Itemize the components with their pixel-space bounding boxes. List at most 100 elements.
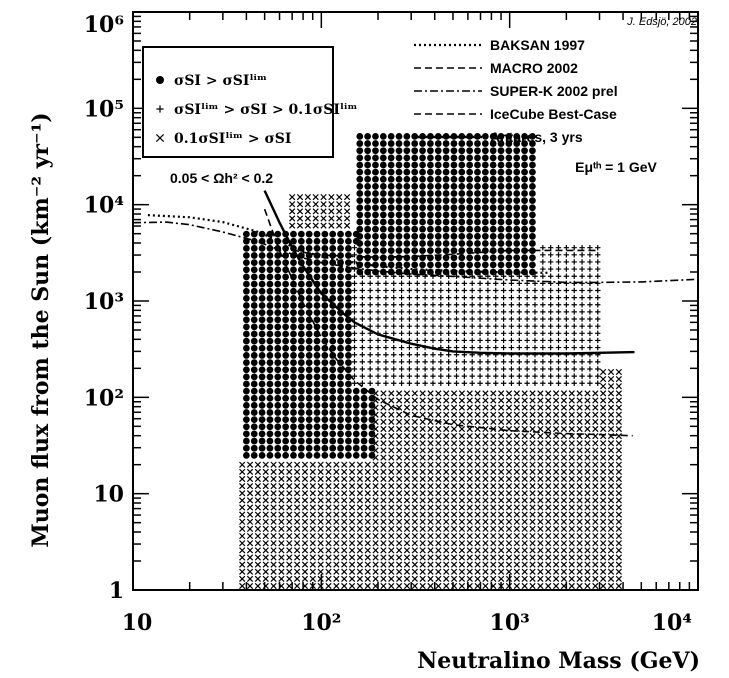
cross-point <box>490 532 497 540</box>
dot-point <box>474 261 481 269</box>
cross-point <box>466 511 473 518</box>
cross-point <box>328 222 335 229</box>
cross-point <box>343 222 351 229</box>
cross-point <box>505 561 513 568</box>
cross-point <box>333 540 340 547</box>
dot-point <box>450 168 458 176</box>
plus-point <box>430 380 436 386</box>
cross-point <box>458 397 466 404</box>
plus-point <box>398 273 405 279</box>
plus-point <box>351 294 358 301</box>
dot-point <box>427 225 434 233</box>
plus-point <box>540 252 546 258</box>
cross-point <box>513 418 520 426</box>
dot-point <box>243 266 250 274</box>
plus-point <box>383 287 389 294</box>
cross-point <box>396 532 403 540</box>
cross-point <box>568 447 575 454</box>
plus-point <box>477 344 483 351</box>
dot-point <box>458 211 466 219</box>
dot-point <box>474 147 481 155</box>
plus-point <box>532 323 538 329</box>
dot-point <box>529 154 536 162</box>
dot-point <box>387 240 395 247</box>
plus-point <box>398 294 405 301</box>
cross-point <box>270 568 277 575</box>
cross-point <box>443 433 450 440</box>
plus-point <box>383 316 389 322</box>
dot-point <box>313 366 321 374</box>
cross-point <box>600 447 607 454</box>
plus-point <box>477 309 483 315</box>
cross-point <box>270 497 277 504</box>
plus-point <box>398 330 405 337</box>
cross-point <box>568 440 575 447</box>
dot-point <box>419 218 426 226</box>
plus-point <box>422 309 428 315</box>
dot-point <box>411 232 419 240</box>
dot-point <box>419 261 426 269</box>
cross-point <box>529 490 536 497</box>
cross-point <box>607 568 615 575</box>
cross-point <box>545 490 552 497</box>
dot-point <box>368 416 376 424</box>
dot-point <box>368 444 376 452</box>
dot-point <box>395 168 403 176</box>
cross-point <box>270 468 277 475</box>
plus-point <box>555 344 562 351</box>
dot-point <box>395 261 403 269</box>
dot-point <box>529 211 536 219</box>
plus-point <box>383 344 389 351</box>
cross-point <box>568 490 575 497</box>
dot-point <box>282 316 289 324</box>
dot-point <box>481 240 489 247</box>
cross-point <box>325 532 332 540</box>
dot-point <box>442 225 450 233</box>
cross-point <box>254 461 262 468</box>
cross-point <box>388 418 395 426</box>
cross-point <box>482 418 489 426</box>
cross-point <box>380 582 387 590</box>
cross-point <box>270 554 277 561</box>
dot-point <box>243 344 250 352</box>
cross-point <box>301 511 309 518</box>
cross-point <box>576 454 583 461</box>
plus-point <box>430 309 436 315</box>
dot-point <box>372 147 379 155</box>
plus-point <box>367 352 373 358</box>
plus-point <box>438 337 444 344</box>
cross-point <box>372 440 379 447</box>
cross-point <box>427 461 434 468</box>
dot-point <box>250 416 258 424</box>
plus-point <box>430 337 436 344</box>
dot-point <box>474 254 481 262</box>
cross-point <box>490 404 497 411</box>
cross-point <box>419 490 426 497</box>
cross-point <box>270 575 277 583</box>
cross-point <box>521 447 528 454</box>
plus-point <box>430 359 436 365</box>
cross-point <box>600 532 607 540</box>
dot-point <box>458 147 466 155</box>
plus-point <box>367 273 373 279</box>
cross-point <box>312 215 319 222</box>
cross-point <box>309 547 316 554</box>
dot-point <box>497 240 505 247</box>
cross-point <box>435 390 442 397</box>
dot-point <box>258 402 266 409</box>
plus-point <box>555 266 562 272</box>
cross-point <box>239 540 246 547</box>
dot-point <box>337 230 344 238</box>
plus-point <box>532 309 538 315</box>
plus-point <box>453 316 460 322</box>
dot-point <box>297 287 305 295</box>
dot-point <box>352 430 360 438</box>
cross-point <box>584 525 591 533</box>
dot-point <box>274 330 282 338</box>
cross-point <box>521 497 528 504</box>
plus-point <box>359 273 366 279</box>
plus-point <box>359 380 366 386</box>
cross-point <box>450 482 458 490</box>
cross-point <box>396 411 403 418</box>
cross-point <box>505 568 513 575</box>
